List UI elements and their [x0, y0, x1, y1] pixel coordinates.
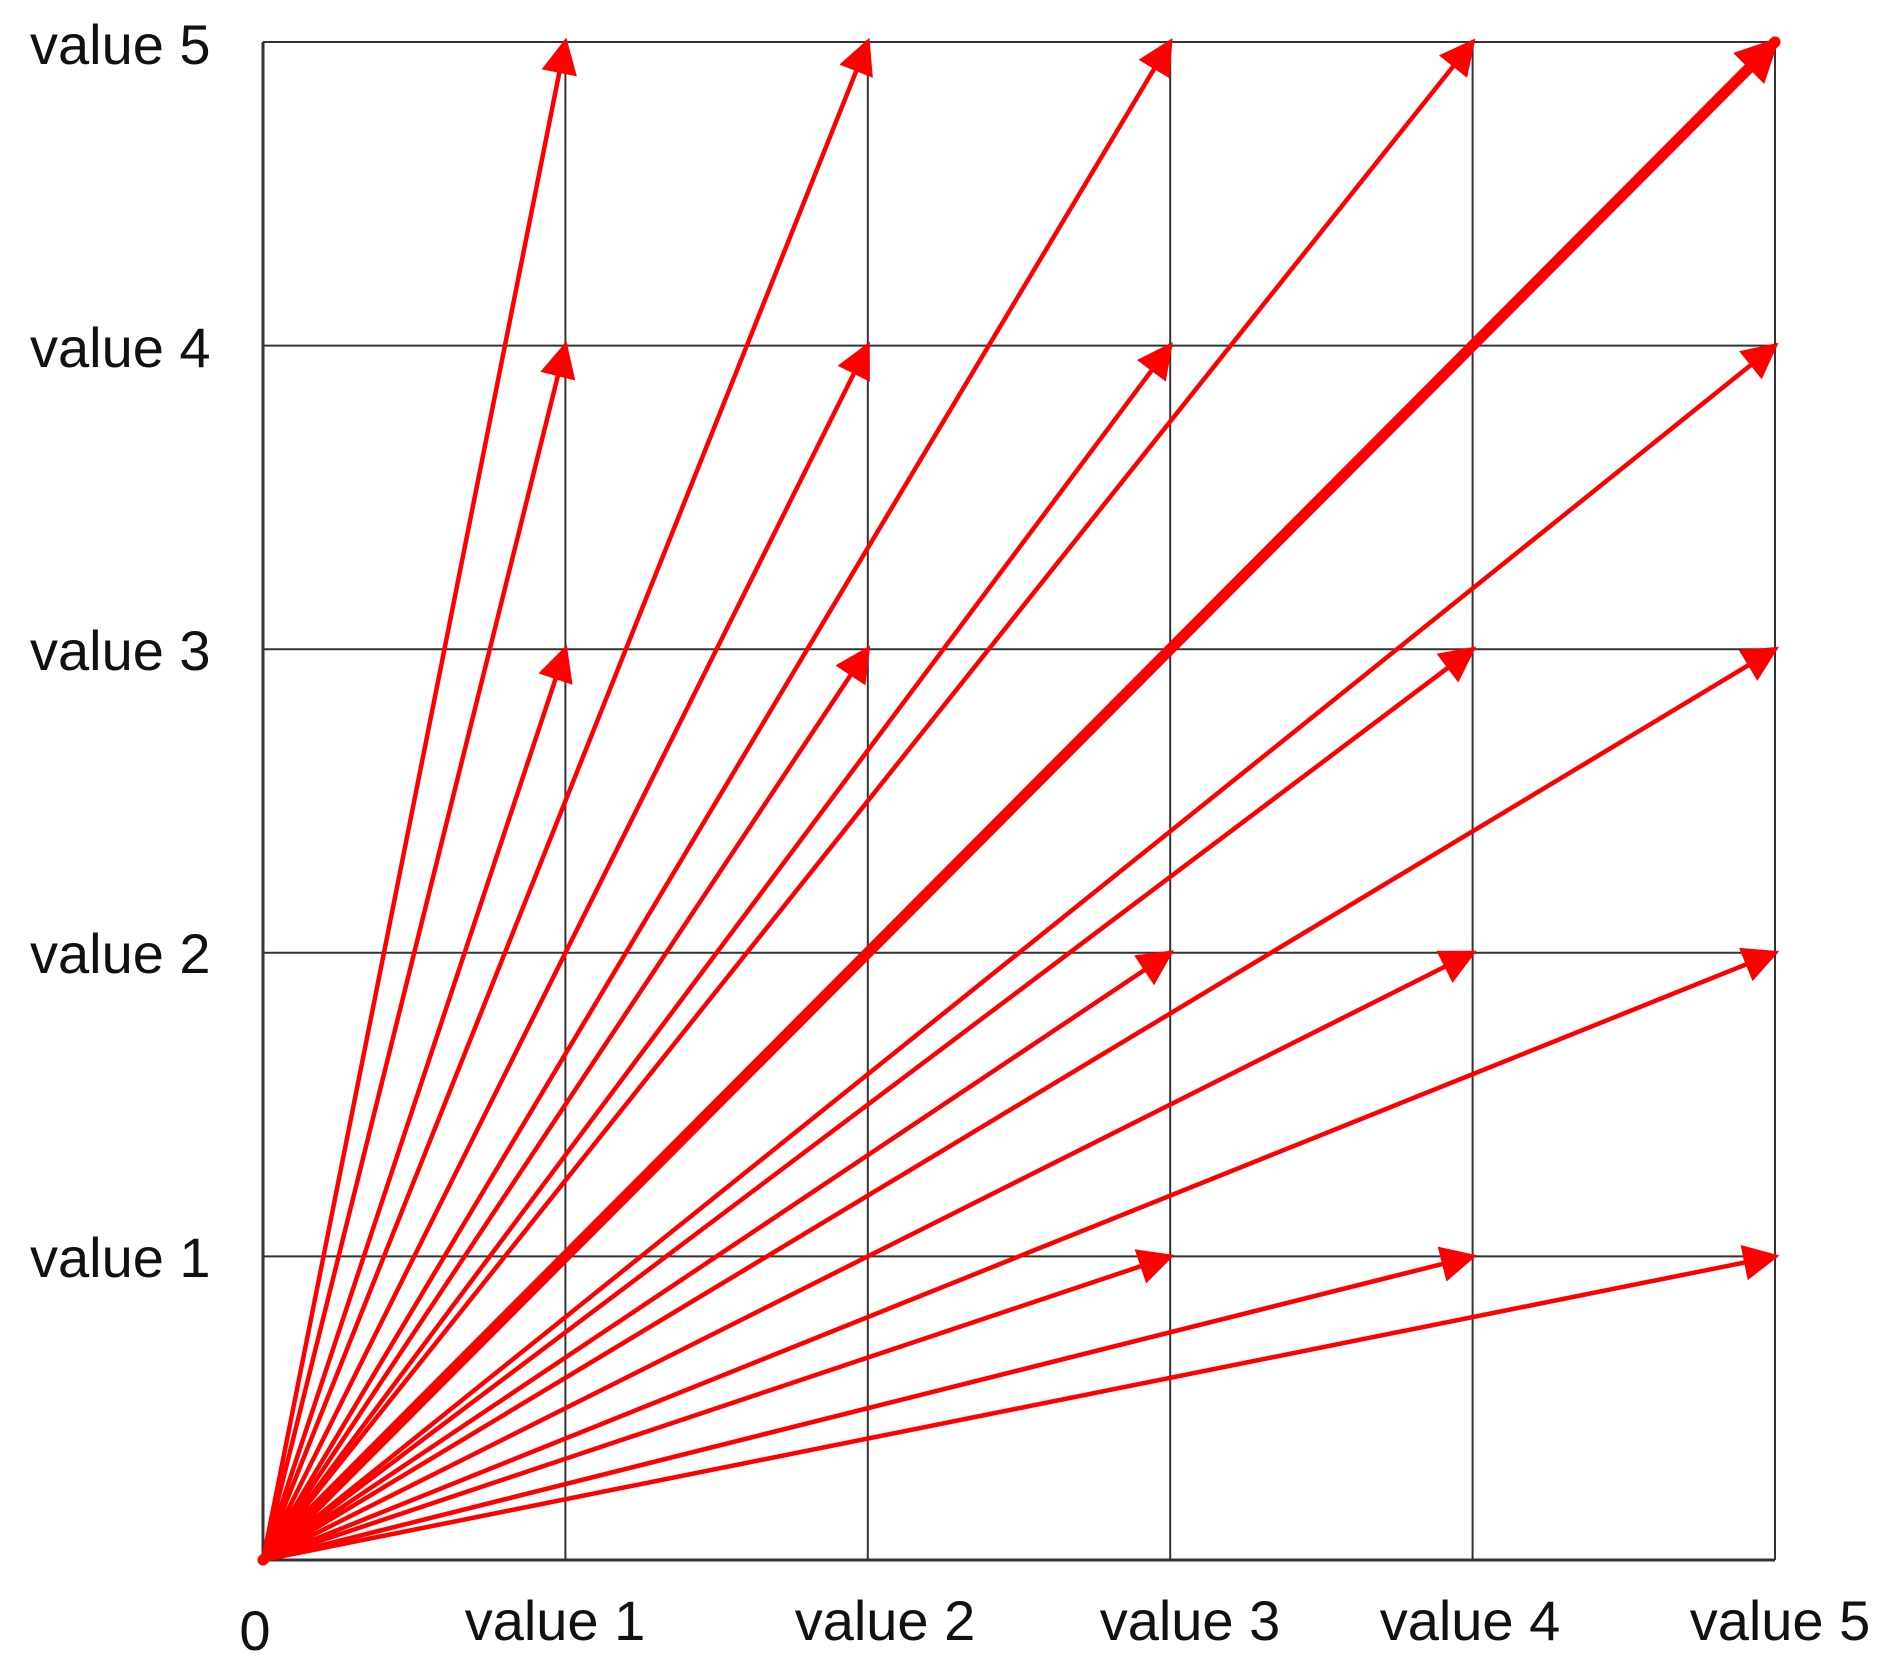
- x-tick-label-4: value 4: [1380, 1589, 1561, 1652]
- vector-arrow: [260, 341, 576, 1563]
- vector-arrow: [260, 342, 1779, 1563]
- y-tick-label-2: value 2: [30, 922, 211, 985]
- arrows: [257, 36, 1781, 1566]
- y-tick-label-1: value 1: [30, 1226, 211, 1289]
- vector-arrow: [260, 341, 871, 1563]
- vector-arrow: [260, 644, 573, 1563]
- y-tick-label-3: value 3: [30, 619, 211, 682]
- origin-label: 0: [239, 1599, 270, 1662]
- vector-arrow: [260, 341, 1173, 1563]
- vector-arrow-diagonal: [257, 36, 1781, 1566]
- vector-arrow: [260, 645, 871, 1563]
- vector-arrow: [260, 950, 1174, 1563]
- tick-labels: 0 value 1 value 2 value 3 value 4 value …: [30, 13, 1870, 1662]
- vector-arrow: [260, 37, 873, 1563]
- x-tick-label-5: value 5: [1690, 1589, 1871, 1652]
- x-tick-label-2: value 2: [795, 1589, 976, 1652]
- y-tick-label-5: value 5: [30, 13, 211, 76]
- x-tick-label-1: value 1: [465, 1589, 646, 1652]
- vector-arrow: [260, 1244, 1780, 1563]
- vector-arrow: [260, 1246, 1477, 1563]
- vector-arrow: [260, 38, 1173, 1563]
- vector-arrow: [260, 950, 1477, 1563]
- vector-arrow: [260, 1249, 1175, 1563]
- vector-arrow: [260, 37, 577, 1563]
- vector-arrow: [260, 646, 1779, 1563]
- vector-arrow: [260, 38, 1476, 1563]
- vector-arrow: [260, 646, 1477, 1563]
- x-tick-label-3: value 3: [1100, 1589, 1281, 1652]
- vector-arrow: [260, 947, 1780, 1563]
- y-tick-label-4: value 4: [30, 316, 211, 379]
